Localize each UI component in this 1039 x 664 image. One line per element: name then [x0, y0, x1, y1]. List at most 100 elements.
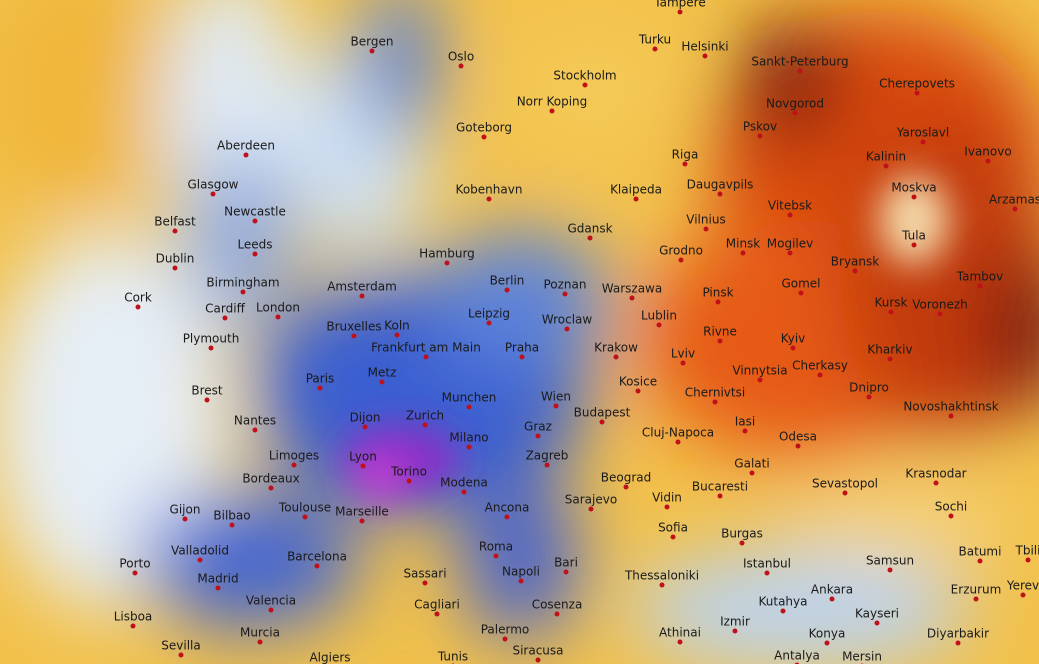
- city-dot: [502, 636, 508, 642]
- city-label: Paris: [306, 372, 335, 386]
- city-label: Kalinin: [866, 150, 906, 164]
- city-label: Burgas: [721, 527, 763, 541]
- city-label: Ankara: [811, 583, 853, 597]
- city-label: Lublin: [641, 309, 677, 323]
- city-dot: [623, 484, 629, 490]
- city-dot: [197, 557, 203, 563]
- city-dot: [717, 493, 723, 499]
- city-label: Lisboa: [114, 610, 153, 624]
- city-dot: [1025, 557, 1031, 563]
- city-dot: [535, 657, 541, 663]
- city-label: Beograd: [601, 471, 651, 485]
- city-label: Torino: [390, 465, 427, 479]
- city-label: Sevilla: [161, 639, 200, 653]
- city-label: Nantes: [234, 414, 276, 428]
- city-label: Glasgow: [187, 178, 238, 192]
- city-dot: [504, 287, 510, 293]
- city-dot: [132, 570, 138, 576]
- city-dot: [587, 235, 593, 241]
- city-label: Pskov: [743, 120, 777, 134]
- city-label: Voronezh: [912, 298, 968, 312]
- city-label: Odesa: [779, 430, 817, 444]
- city-dot: [369, 48, 375, 54]
- city-dot: [652, 46, 658, 52]
- city-label: Cosenza: [532, 598, 583, 612]
- city-label: Cherkasy: [792, 359, 848, 373]
- city-label: Hamburg: [419, 247, 475, 261]
- city-label: Murcia: [240, 626, 280, 640]
- city-label: Valladolid: [171, 544, 229, 558]
- city-label: Mogilev: [767, 237, 813, 251]
- city-label: Yaroslavl: [896, 126, 949, 140]
- city-dot: [291, 462, 297, 468]
- city-label: Helsinki: [681, 40, 728, 54]
- city-dot: [493, 553, 499, 559]
- city-label: Munchen: [442, 391, 497, 405]
- city-label: Izmir: [720, 615, 750, 629]
- city-dot: [229, 522, 235, 528]
- city-label: Palermo: [481, 623, 530, 637]
- city-label: Leipzig: [468, 307, 510, 321]
- city-label: Tunis: [437, 650, 468, 664]
- city-label: Marseille: [335, 505, 389, 519]
- city-dot: [252, 251, 258, 257]
- city-dot: [911, 194, 917, 200]
- city-label: Valencia: [246, 594, 296, 608]
- city-label: Ancona: [485, 501, 530, 515]
- city-dot: [518, 578, 524, 584]
- city-label: Gdansk: [567, 222, 612, 236]
- city-dot: [659, 582, 665, 588]
- city-dot: [787, 212, 793, 218]
- city-label: Arzamas: [989, 193, 1039, 207]
- city-labels: Tampere Turku Helsinki Sankt-Peterburg Chere…: [114, 0, 1039, 664]
- city-label: Samsun: [866, 554, 914, 568]
- city-dot: [563, 569, 569, 575]
- city-label: Vilnius: [686, 213, 725, 227]
- city-label: Aberdeen: [217, 139, 275, 153]
- city-dot: [715, 299, 721, 305]
- city-label: Frankfurt am Main: [371, 341, 481, 355]
- city-dot: [977, 283, 983, 289]
- city-dot: [656, 322, 662, 328]
- city-dot: [314, 563, 320, 569]
- city-label: Galati: [734, 457, 769, 471]
- city-dot: [798, 290, 804, 296]
- city-dot: [677, 639, 683, 645]
- city-dot: [317, 385, 323, 391]
- city-dot: [702, 53, 708, 59]
- city-label: Antalya: [774, 649, 820, 663]
- city-dot: [670, 534, 676, 540]
- city-dot: [359, 293, 365, 299]
- city-dot: [486, 320, 492, 326]
- city-dot: [817, 372, 823, 378]
- city-label: Kursk: [874, 296, 907, 310]
- city-dot: [210, 191, 216, 197]
- city-label: Lyon: [349, 450, 377, 464]
- city-label: Sassari: [403, 567, 446, 581]
- city-label: Toulouse: [278, 501, 331, 515]
- city-dot: [613, 354, 619, 360]
- city-dot: [461, 489, 467, 495]
- city-dot: [680, 360, 686, 366]
- city-dot: [562, 291, 568, 297]
- city-dot: [852, 268, 858, 274]
- city-label: Kayseri: [855, 607, 899, 621]
- city-dot: [985, 158, 991, 164]
- city-dot: [458, 63, 464, 69]
- city-label: Sankt-Peterburg: [751, 55, 848, 69]
- city-dot: [948, 513, 954, 519]
- city-dot: [519, 354, 525, 360]
- city-label: Cardiff: [205, 302, 245, 316]
- city-dot: [240, 289, 246, 295]
- city-label: Zurich: [406, 409, 444, 423]
- city-dot: [252, 427, 258, 433]
- city-label: Milano: [449, 431, 488, 445]
- city-dot: [757, 133, 763, 139]
- city-label: Madrid: [197, 572, 238, 586]
- city-dot: [764, 570, 770, 576]
- city-label: Cork: [124, 291, 152, 305]
- city-label: Turku: [638, 33, 671, 47]
- city-dot: [360, 463, 366, 469]
- city-label: Limoges: [269, 449, 319, 463]
